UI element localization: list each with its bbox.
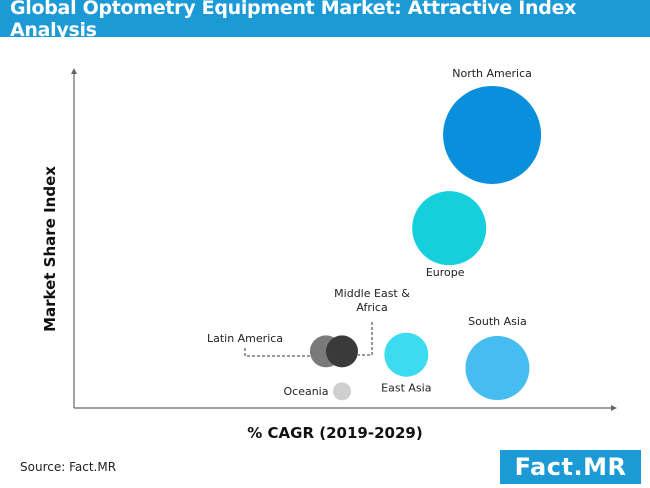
leader-latin-america (244, 348, 310, 357)
bubble-chart: % CAGR (2019-2029) Market Share Index Nor… (41, 67, 617, 442)
chart-bubbles (309, 85, 542, 401)
label-middle-east-and-africa: Middle East & Africa (334, 287, 410, 314)
factmr-logo: Fact.MR (500, 450, 641, 484)
chart-axes: % CAGR (2019-2029) Market Share Index (41, 68, 617, 442)
bubble-north-america (443, 85, 542, 184)
chart-title: Global Optometry Equipment Market: Attra… (10, 0, 577, 41)
bubble-east-asia (384, 332, 429, 377)
y-axis-label: Market Share Index (41, 166, 59, 332)
bubble-europe (412, 191, 487, 266)
title-bar: Global Optometry Equipment Market: Attra… (0, 0, 650, 41)
bubble-middle-east-and-africa (326, 335, 358, 368)
label-north-america: North America (452, 67, 532, 80)
label-oceania: Oceania (284, 385, 329, 398)
label-south-asia: South Asia (468, 315, 527, 328)
source-note: Source: Fact.MR (20, 460, 117, 474)
chart-labels: North America Europe South Asia East Asia La… (207, 67, 532, 398)
bubble-south-asia (465, 336, 530, 401)
logo-text: Fact.MR (514, 453, 627, 481)
label-east-asia: East Asia (381, 382, 431, 395)
label-europe: Europe (426, 266, 465, 279)
label-latin-america: Latin America (207, 332, 283, 345)
x-axis-label: % CAGR (2019-2029) (247, 424, 422, 442)
leader-middle-east-africa (358, 322, 373, 356)
bubble-oceania (333, 382, 351, 401)
